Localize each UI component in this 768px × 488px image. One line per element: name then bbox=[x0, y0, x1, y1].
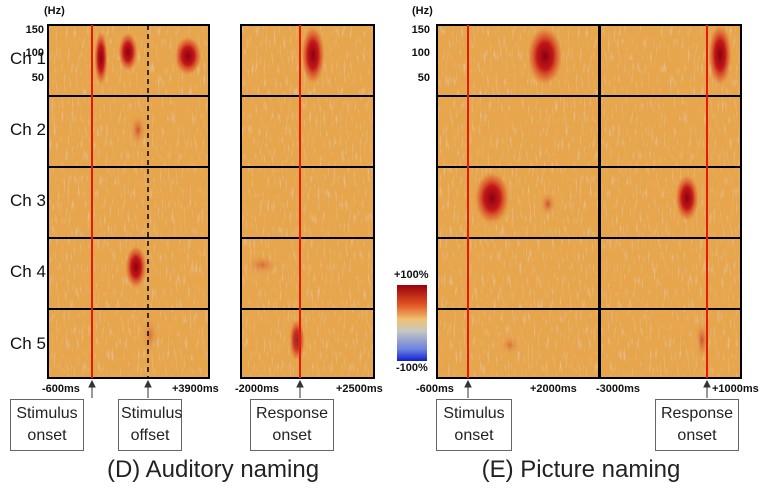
event-box: Stimulus onset bbox=[436, 399, 512, 451]
frequency-tick: 150 bbox=[25, 24, 44, 36]
blob bbox=[474, 171, 510, 225]
colorbar-max: +100% bbox=[394, 269, 429, 281]
panel-frames bbox=[47, 24, 742, 379]
blob bbox=[708, 23, 732, 87]
colorbar bbox=[397, 285, 427, 361]
channel-label: Ch 3 bbox=[10, 191, 46, 210]
blob bbox=[301, 25, 325, 85]
blob bbox=[289, 318, 305, 362]
channel-label: Ch 1 bbox=[10, 49, 46, 68]
time-end: +2500ms bbox=[336, 383, 383, 395]
blob bbox=[540, 192, 556, 216]
frequency-tick: 150 bbox=[411, 24, 430, 36]
blob bbox=[125, 245, 147, 289]
blob bbox=[142, 317, 158, 353]
event-box: Stimulus onset bbox=[10, 399, 84, 451]
colorbar-min: -100% bbox=[396, 362, 428, 374]
time-start: -600ms bbox=[416, 383, 454, 395]
frequency-unit: (Hz) bbox=[412, 5, 433, 17]
figure-title: (E) Picture naming bbox=[481, 456, 681, 483]
blob bbox=[675, 174, 699, 222]
blob bbox=[527, 26, 563, 86]
time-end: +2000ms bbox=[530, 383, 577, 395]
blob bbox=[174, 36, 202, 76]
event-box: Response onset bbox=[250, 399, 334, 451]
frequency-tick: 50 bbox=[31, 72, 44, 84]
noise bbox=[48, 25, 741, 378]
frequency-tick: 50 bbox=[417, 72, 430, 84]
blob bbox=[118, 32, 138, 72]
channel-label: Ch 4 bbox=[10, 262, 46, 281]
blob bbox=[695, 320, 709, 360]
blob bbox=[500, 335, 520, 355]
time-end: +1000ms bbox=[712, 383, 759, 395]
time-start: -2000ms bbox=[235, 383, 280, 395]
figure-title: (D) Auditory naming bbox=[106, 456, 320, 483]
time-end: +3900ms bbox=[172, 383, 219, 395]
time-start: -3000ms bbox=[596, 383, 641, 395]
blob bbox=[130, 114, 146, 146]
channel-label: Ch 2 bbox=[10, 120, 46, 139]
frequency-unit: (Hz) bbox=[44, 5, 65, 17]
frequency-tick: 100 bbox=[411, 47, 430, 59]
blob bbox=[246, 255, 278, 275]
time-start: -600ms bbox=[42, 383, 80, 395]
event-lines bbox=[91, 25, 708, 378]
channel-label: Ch 5 bbox=[10, 334, 46, 353]
arrows bbox=[88, 379, 711, 398]
frequency-tick: 100 bbox=[25, 47, 44, 59]
blob bbox=[94, 30, 108, 86]
event-box: Response onset bbox=[655, 399, 739, 451]
event-box: Stimulus offset bbox=[118, 399, 182, 451]
